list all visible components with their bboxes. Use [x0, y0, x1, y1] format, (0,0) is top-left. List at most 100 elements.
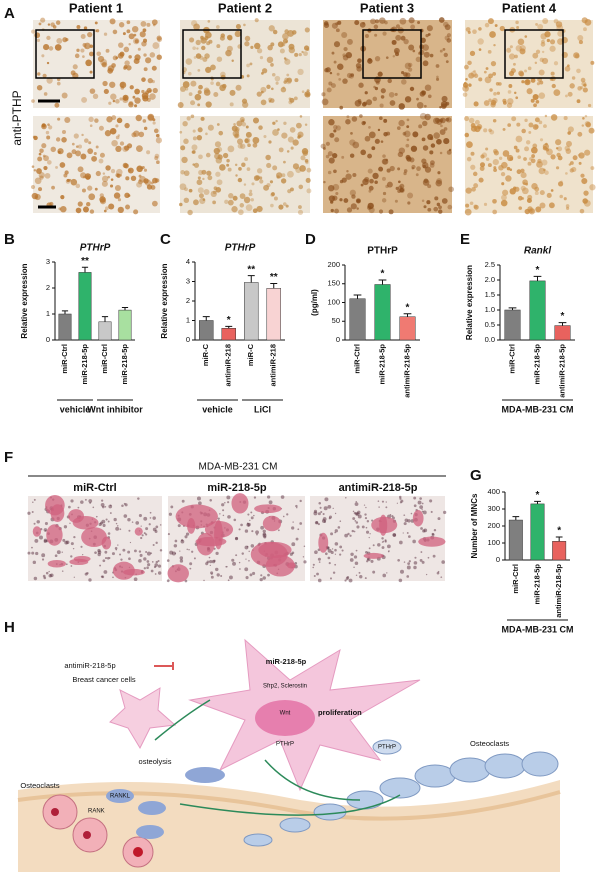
y-tick-label: 1	[46, 309, 50, 318]
stain-spot	[327, 151, 333, 157]
stain-spot	[345, 173, 352, 180]
stain-spot	[408, 62, 413, 68]
stain-spot	[521, 187, 529, 195]
stain-spot	[216, 56, 223, 62]
stain-spot	[38, 152, 42, 156]
significance: *	[406, 302, 410, 313]
stain-spot	[49, 201, 54, 207]
stain-spot	[58, 207, 62, 211]
stain-spot	[377, 128, 381, 132]
cell-dot	[249, 519, 251, 522]
cell-dot	[215, 567, 219, 572]
stain-spot	[576, 99, 581, 104]
cell-dot	[107, 532, 111, 535]
stain-spot	[334, 137, 340, 143]
stain-spot	[350, 73, 355, 77]
cell-dot	[168, 512, 173, 516]
cell-dot	[103, 570, 108, 574]
stain-spot	[524, 35, 528, 38]
stain-spot	[441, 103, 447, 109]
stain-spot	[330, 200, 334, 204]
stain-spot	[462, 92, 468, 97]
stain-spot	[433, 206, 439, 212]
stain-spot	[478, 77, 483, 82]
stain-spot	[442, 47, 446, 51]
stain-spot	[427, 207, 432, 212]
stain-spot	[101, 175, 109, 183]
stain-spot	[300, 155, 306, 161]
error-bar	[378, 279, 387, 285]
bar	[58, 313, 72, 341]
stain-spot	[439, 118, 444, 123]
stain-spot	[441, 198, 448, 204]
cell-dot	[369, 533, 371, 535]
stain-spot	[473, 204, 479, 210]
stain-spot	[465, 27, 471, 32]
stain-spot	[351, 194, 356, 199]
stain-spot	[288, 43, 295, 50]
cell-dot	[353, 555, 358, 559]
stain-spot	[43, 165, 48, 171]
cell-dot	[82, 553, 84, 556]
cell-dot	[332, 571, 336, 574]
y-tick-label: 1.5	[485, 290, 495, 299]
stain-spot	[527, 194, 533, 200]
stain-spot	[566, 206, 570, 210]
stain-spot	[122, 94, 129, 101]
stain-spot	[410, 24, 416, 30]
cell-dot	[419, 505, 424, 510]
stain-spot	[444, 24, 451, 31]
stain-spot	[113, 192, 121, 199]
stain-spot	[129, 85, 134, 90]
cell-dot	[41, 558, 45, 561]
stain-spot	[46, 135, 51, 140]
stain-label: anti-PTHP	[10, 90, 24, 145]
stain-spot	[485, 147, 489, 151]
stain-spot	[266, 56, 274, 64]
y-tick-label: 400	[487, 487, 500, 496]
stain-spot	[73, 133, 79, 139]
stain-spot	[493, 166, 497, 170]
stain-spot	[75, 145, 79, 148]
error-bar	[555, 536, 563, 542]
cell-dot	[353, 530, 356, 533]
cell-dot	[384, 540, 387, 543]
stain-spot	[505, 175, 512, 182]
cell-dot	[407, 562, 411, 566]
stain-spot	[183, 197, 190, 204]
stain-spot	[267, 44, 273, 51]
stain-spot	[500, 171, 506, 177]
stain-spot	[77, 144, 82, 149]
stain-spot	[119, 81, 127, 89]
stain-spot	[145, 90, 150, 95]
stain-spot	[395, 24, 401, 29]
stain-spot	[294, 78, 299, 83]
cell-dot	[146, 551, 151, 556]
group-label: MDA-MB-231 CM	[502, 404, 574, 414]
x-tick-label: miR-218-5p	[120, 344, 129, 385]
cell-dot	[65, 563, 68, 566]
stain-spot	[55, 165, 58, 169]
osteoblasts	[243, 751, 559, 847]
stain-spot	[354, 20, 360, 26]
bar	[266, 288, 281, 341]
y-tick-label: 4	[186, 257, 190, 266]
stain-spot	[75, 183, 81, 189]
stain-spot	[146, 150, 151, 155]
cell-dot	[436, 571, 440, 575]
cell-dot	[277, 529, 280, 532]
diagram-label: RANKL	[110, 794, 131, 800]
stain-spot	[198, 154, 203, 160]
cell-dot	[403, 522, 407, 526]
stain-spot	[94, 118, 99, 123]
cell-dot	[324, 552, 328, 556]
y-tick-label: 0	[496, 555, 500, 564]
stain-spot	[242, 101, 249, 108]
stain-spot	[41, 123, 46, 128]
stain-spot	[403, 171, 407, 176]
stain-spot	[563, 197, 567, 201]
stain-spot	[81, 96, 88, 103]
stain-spot	[283, 121, 287, 125]
stain-spot	[57, 148, 64, 155]
cell-dot	[231, 558, 235, 562]
